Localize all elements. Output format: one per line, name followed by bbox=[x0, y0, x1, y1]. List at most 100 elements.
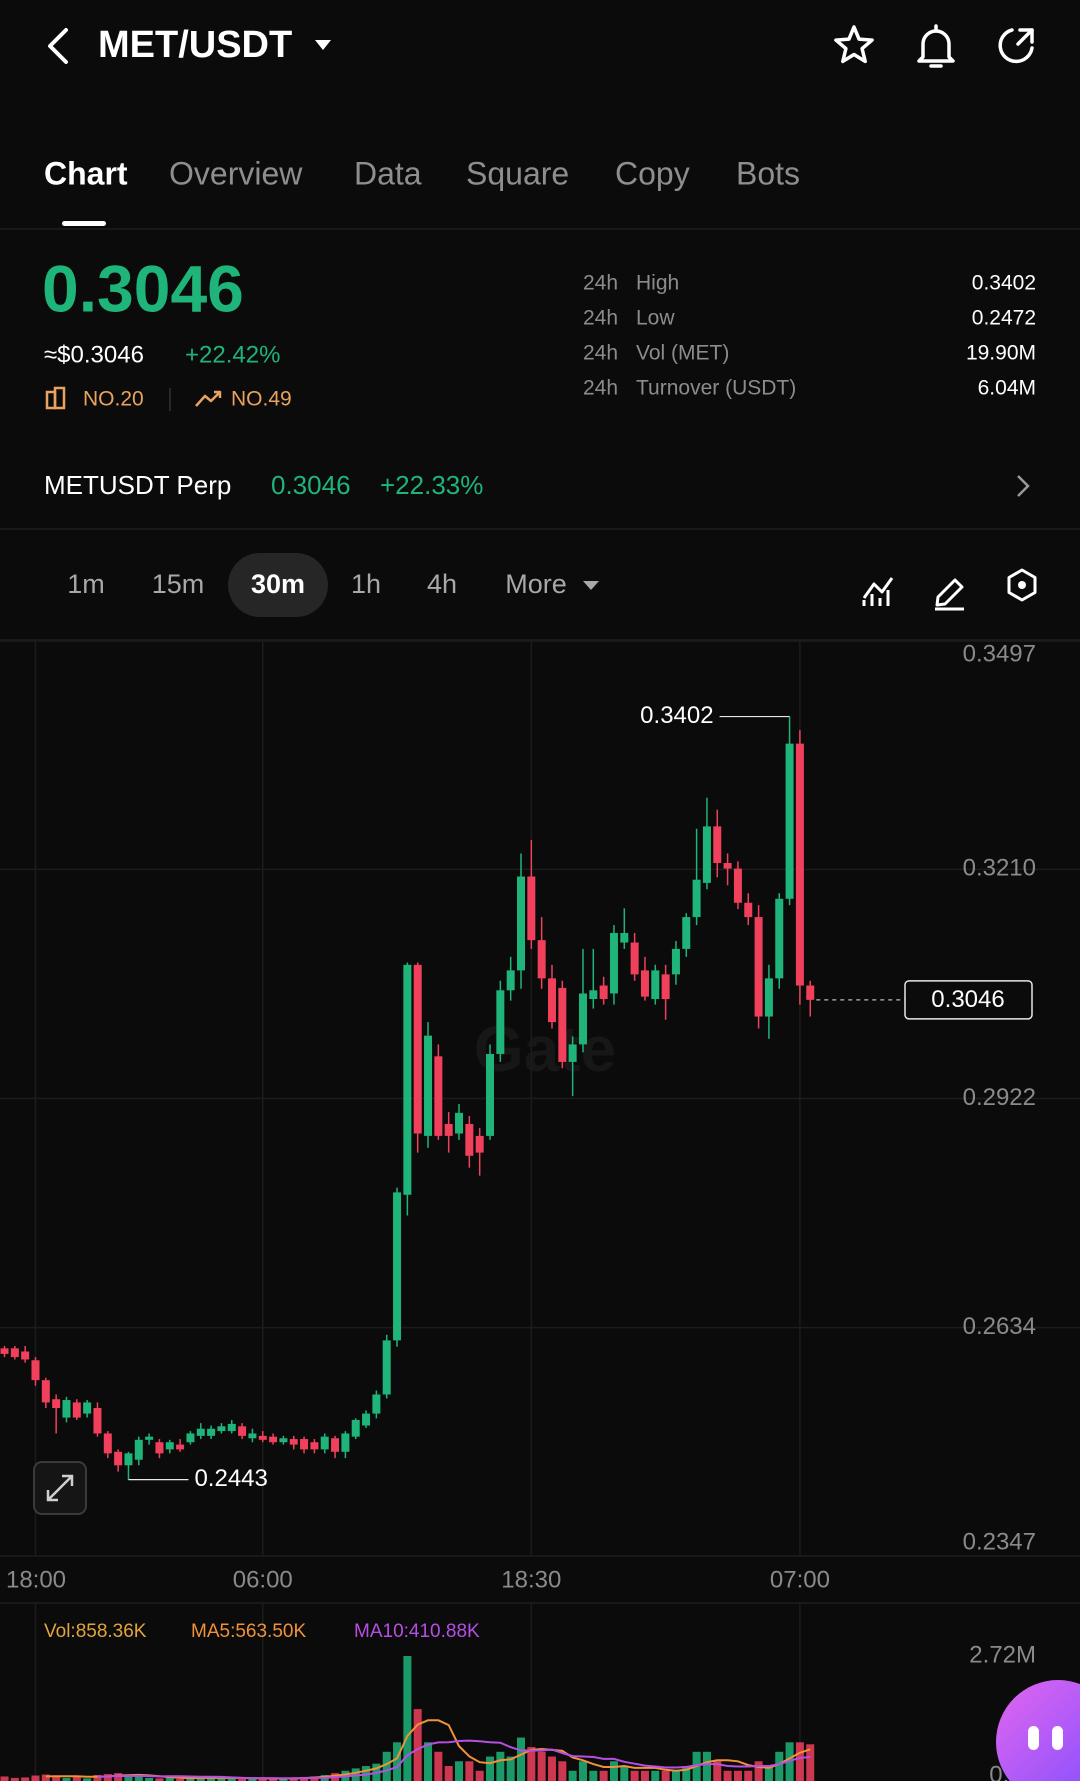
interval[interactable]: 1h bbox=[351, 569, 381, 599]
draw-icon[interactable] bbox=[935, 578, 964, 611]
perp-chevron[interactable] bbox=[1017, 475, 1030, 497]
candle-body bbox=[52, 1399, 61, 1409]
volume-bar bbox=[609, 1761, 618, 1781]
candle-body bbox=[424, 1035, 433, 1136]
interval[interactable]: 15m bbox=[152, 569, 205, 599]
alert-icon[interactable] bbox=[917, 24, 955, 68]
candle-body bbox=[795, 743, 804, 986]
rank-market[interactable]: NO.20 bbox=[83, 388, 144, 411]
volume-bar bbox=[754, 1761, 763, 1781]
stats: 24h High 0.3402 24h Low 0.2472 24h Vol (MET) 19.… bbox=[583, 272, 1036, 400]
assistant-button[interactable] bbox=[996, 1680, 1080, 1781]
legend-entry: MA5:563.50K bbox=[191, 1621, 306, 1642]
pair-dropdown[interactable] bbox=[315, 40, 331, 50]
volume-bar bbox=[258, 1779, 267, 1781]
stat-period: 24h bbox=[583, 272, 618, 295]
volume-bar bbox=[702, 1751, 711, 1781]
interval[interactable]: 1m bbox=[67, 569, 105, 599]
volume-bar bbox=[620, 1766, 629, 1781]
volume-bar bbox=[403, 1656, 412, 1781]
volume-bar bbox=[806, 1744, 815, 1781]
trend-icon bbox=[195, 390, 222, 407]
candle-body bbox=[145, 1436, 154, 1440]
high-label: 0.3402 bbox=[640, 702, 713, 729]
candle-body bbox=[310, 1442, 319, 1450]
indicator-icon[interactable] bbox=[862, 577, 894, 606]
settings-icon[interactable] bbox=[1007, 568, 1037, 602]
perp-name[interactable]: METUSDT Perp bbox=[44, 470, 231, 500]
candle-body bbox=[258, 1435, 267, 1440]
volume-bar bbox=[413, 1709, 422, 1781]
volume-bar bbox=[527, 1747, 536, 1781]
fullscreen-button[interactable] bbox=[33, 1461, 87, 1515]
candle-body bbox=[372, 1394, 381, 1414]
stat-label: Vol (MET) bbox=[636, 342, 729, 365]
candle-body bbox=[114, 1451, 123, 1466]
tab[interactable]: Bots bbox=[736, 155, 800, 191]
volume-bar bbox=[176, 1778, 185, 1781]
volume-bar bbox=[155, 1778, 164, 1781]
candle-body bbox=[744, 902, 753, 918]
stat-label: Low bbox=[636, 307, 675, 330]
favorite-icon[interactable] bbox=[834, 25, 874, 64]
candle-body bbox=[269, 1436, 278, 1443]
perp-price: 0.3046 bbox=[271, 470, 351, 500]
tab[interactable]: Overview bbox=[169, 155, 303, 191]
volume-bar bbox=[682, 1766, 691, 1781]
candle-body bbox=[517, 876, 525, 971]
volume-bar bbox=[568, 1770, 577, 1781]
candle-body bbox=[775, 898, 784, 979]
tab[interactable]: Data bbox=[354, 155, 422, 191]
candle-body bbox=[103, 1433, 112, 1454]
pair-title[interactable]: MET/USDT bbox=[98, 24, 292, 66]
volume-bar bbox=[72, 1776, 81, 1781]
candle-body bbox=[578, 993, 587, 1045]
stat-period: 24h bbox=[583, 307, 618, 330]
x-tick-label: 06:00 bbox=[233, 1566, 293, 1593]
volume-bar bbox=[31, 1775, 40, 1781]
candle-body bbox=[21, 1351, 30, 1360]
interval[interactable]: 4h bbox=[427, 569, 457, 599]
rank-gainers[interactable]: NO.49 bbox=[231, 388, 292, 411]
x-tick-label: 18:30 bbox=[501, 1566, 561, 1593]
candle-body bbox=[155, 1442, 164, 1454]
candle-body bbox=[227, 1423, 236, 1432]
interval[interactable]: 30m bbox=[251, 569, 305, 599]
volume-bar bbox=[103, 1774, 112, 1781]
candle-body bbox=[382, 1340, 391, 1395]
volume-bar bbox=[465, 1761, 474, 1781]
tab[interactable]: Chart bbox=[44, 155, 128, 191]
candle-body bbox=[692, 879, 701, 918]
y-tick-label: 0.3497 bbox=[963, 640, 1036, 667]
tab[interactable]: Copy bbox=[615, 155, 690, 191]
more-dropdown[interactable] bbox=[583, 581, 599, 590]
candle-body bbox=[506, 970, 515, 991]
legend-entry: Vol:858.36K bbox=[44, 1621, 147, 1642]
candle-body bbox=[568, 1044, 577, 1062]
candle-body bbox=[465, 1123, 474, 1156]
back-button[interactable] bbox=[48, 28, 68, 64]
candle-body bbox=[671, 948, 680, 975]
volume-bar bbox=[547, 1756, 556, 1781]
ma-line bbox=[45, 1719, 811, 1780]
candle-body bbox=[754, 917, 763, 1017]
volume-bar bbox=[661, 1770, 670, 1781]
share-icon[interactable] bbox=[998, 28, 1034, 64]
low-label: 0.2443 bbox=[194, 1465, 267, 1492]
stat-period: 24h bbox=[583, 377, 618, 400]
volume-bar bbox=[764, 1766, 773, 1781]
volume-bar bbox=[0, 1776, 9, 1781]
candle-body bbox=[682, 917, 691, 949]
stat-value: 6.04M bbox=[978, 377, 1036, 400]
volume-bar bbox=[775, 1751, 784, 1781]
tab[interactable]: Square bbox=[466, 155, 569, 191]
volume-bar bbox=[455, 1761, 464, 1781]
candle-body bbox=[434, 1056, 443, 1136]
volume-bar bbox=[795, 1742, 804, 1781]
candle-body bbox=[486, 1053, 495, 1136]
interval[interactable]: More bbox=[505, 569, 567, 599]
volume-bar bbox=[238, 1778, 247, 1781]
candle-body bbox=[713, 826, 722, 863]
candle-body bbox=[413, 964, 422, 1134]
